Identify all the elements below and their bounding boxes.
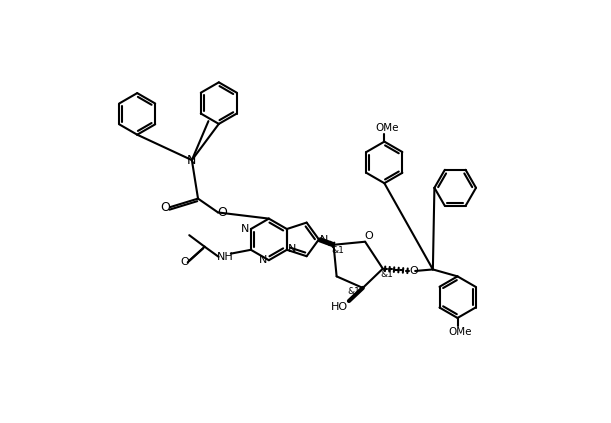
Text: O: O	[409, 266, 418, 276]
Text: O: O	[218, 206, 228, 219]
Text: O: O	[160, 201, 170, 214]
Text: O: O	[180, 257, 189, 267]
Text: OMe: OMe	[448, 327, 472, 337]
Text: N: N	[259, 255, 268, 265]
Text: &1: &1	[347, 287, 360, 296]
Text: N: N	[187, 154, 197, 167]
Text: &1: &1	[380, 270, 393, 279]
Text: OMe: OMe	[375, 123, 398, 133]
Text: HO: HO	[331, 302, 348, 312]
Text: &1: &1	[331, 247, 344, 255]
Text: N: N	[241, 224, 250, 234]
Text: O: O	[365, 231, 373, 242]
Text: N: N	[320, 235, 329, 245]
Text: NH: NH	[217, 252, 234, 262]
Text: N: N	[288, 244, 296, 254]
